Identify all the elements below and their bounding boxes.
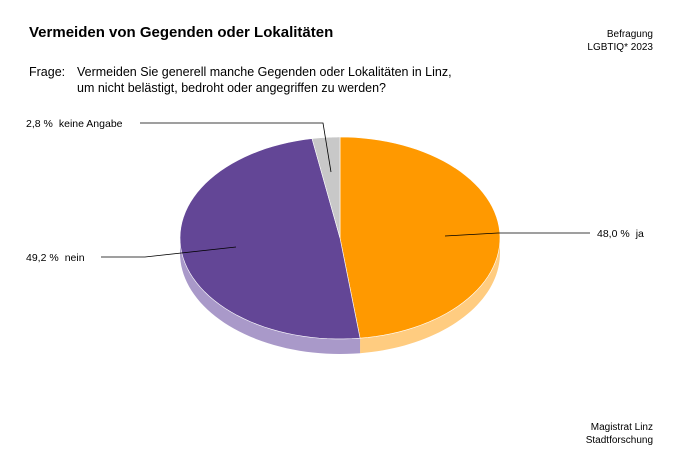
slice-ja xyxy=(339,136,501,339)
question-line-1: Vermeiden Sie generell manche Gegenden o… xyxy=(77,65,452,79)
pie-slices xyxy=(179,136,501,340)
slice-value-nein: 49,2 % xyxy=(26,252,59,264)
slice-label-ja: 48,0 % ja xyxy=(597,228,644,240)
leader-line-ja xyxy=(444,232,590,237)
question-line-2: um nicht belästigt, bedroht oder angegri… xyxy=(77,81,386,95)
question-label: Frage: xyxy=(29,65,66,79)
chart-title: Vermeiden von Gegenden oder Lokalitäten xyxy=(29,24,334,41)
slice-label-nein: 49,2 % nein xyxy=(26,252,85,264)
slice-keine-Angabe xyxy=(311,136,341,239)
slice-name-keine-Angabe: keine Angabe xyxy=(59,118,123,130)
slice-name-ja: ja xyxy=(635,228,644,240)
slice-value-keine-Angabe: 2,8 % xyxy=(26,118,53,130)
slice-label-keine-Angabe: 2,8 % keine Angabe xyxy=(26,118,123,130)
pie-sides xyxy=(180,238,500,354)
footer-note: Magistrat Linz Stadtforschung xyxy=(586,421,653,447)
source-line-1: Befragung xyxy=(606,29,653,40)
leader-line-keine-Angabe xyxy=(140,122,332,173)
source-line-2: LGBTIQ* 2023 xyxy=(587,42,653,53)
slice-labels: 48,0 % ja 49,2 % nein 2,8 % keine Angabe xyxy=(26,118,644,264)
slice-side-ja xyxy=(360,238,500,354)
question-text: Vermeiden Sie generell manche Gegenden o… xyxy=(77,64,477,96)
slice-name-nein: nein xyxy=(65,252,85,264)
slice-side-nein xyxy=(180,238,361,354)
source-note: Befragung LGBTIQ* 2023 xyxy=(587,28,653,54)
leader-line-nein xyxy=(101,246,237,258)
slice-value-ja: 48,0 % xyxy=(597,228,630,240)
leader-lines xyxy=(101,122,590,258)
footer-line-2: Stadtforschung xyxy=(585,435,653,446)
footer-line-1: Magistrat Linz xyxy=(590,422,653,433)
